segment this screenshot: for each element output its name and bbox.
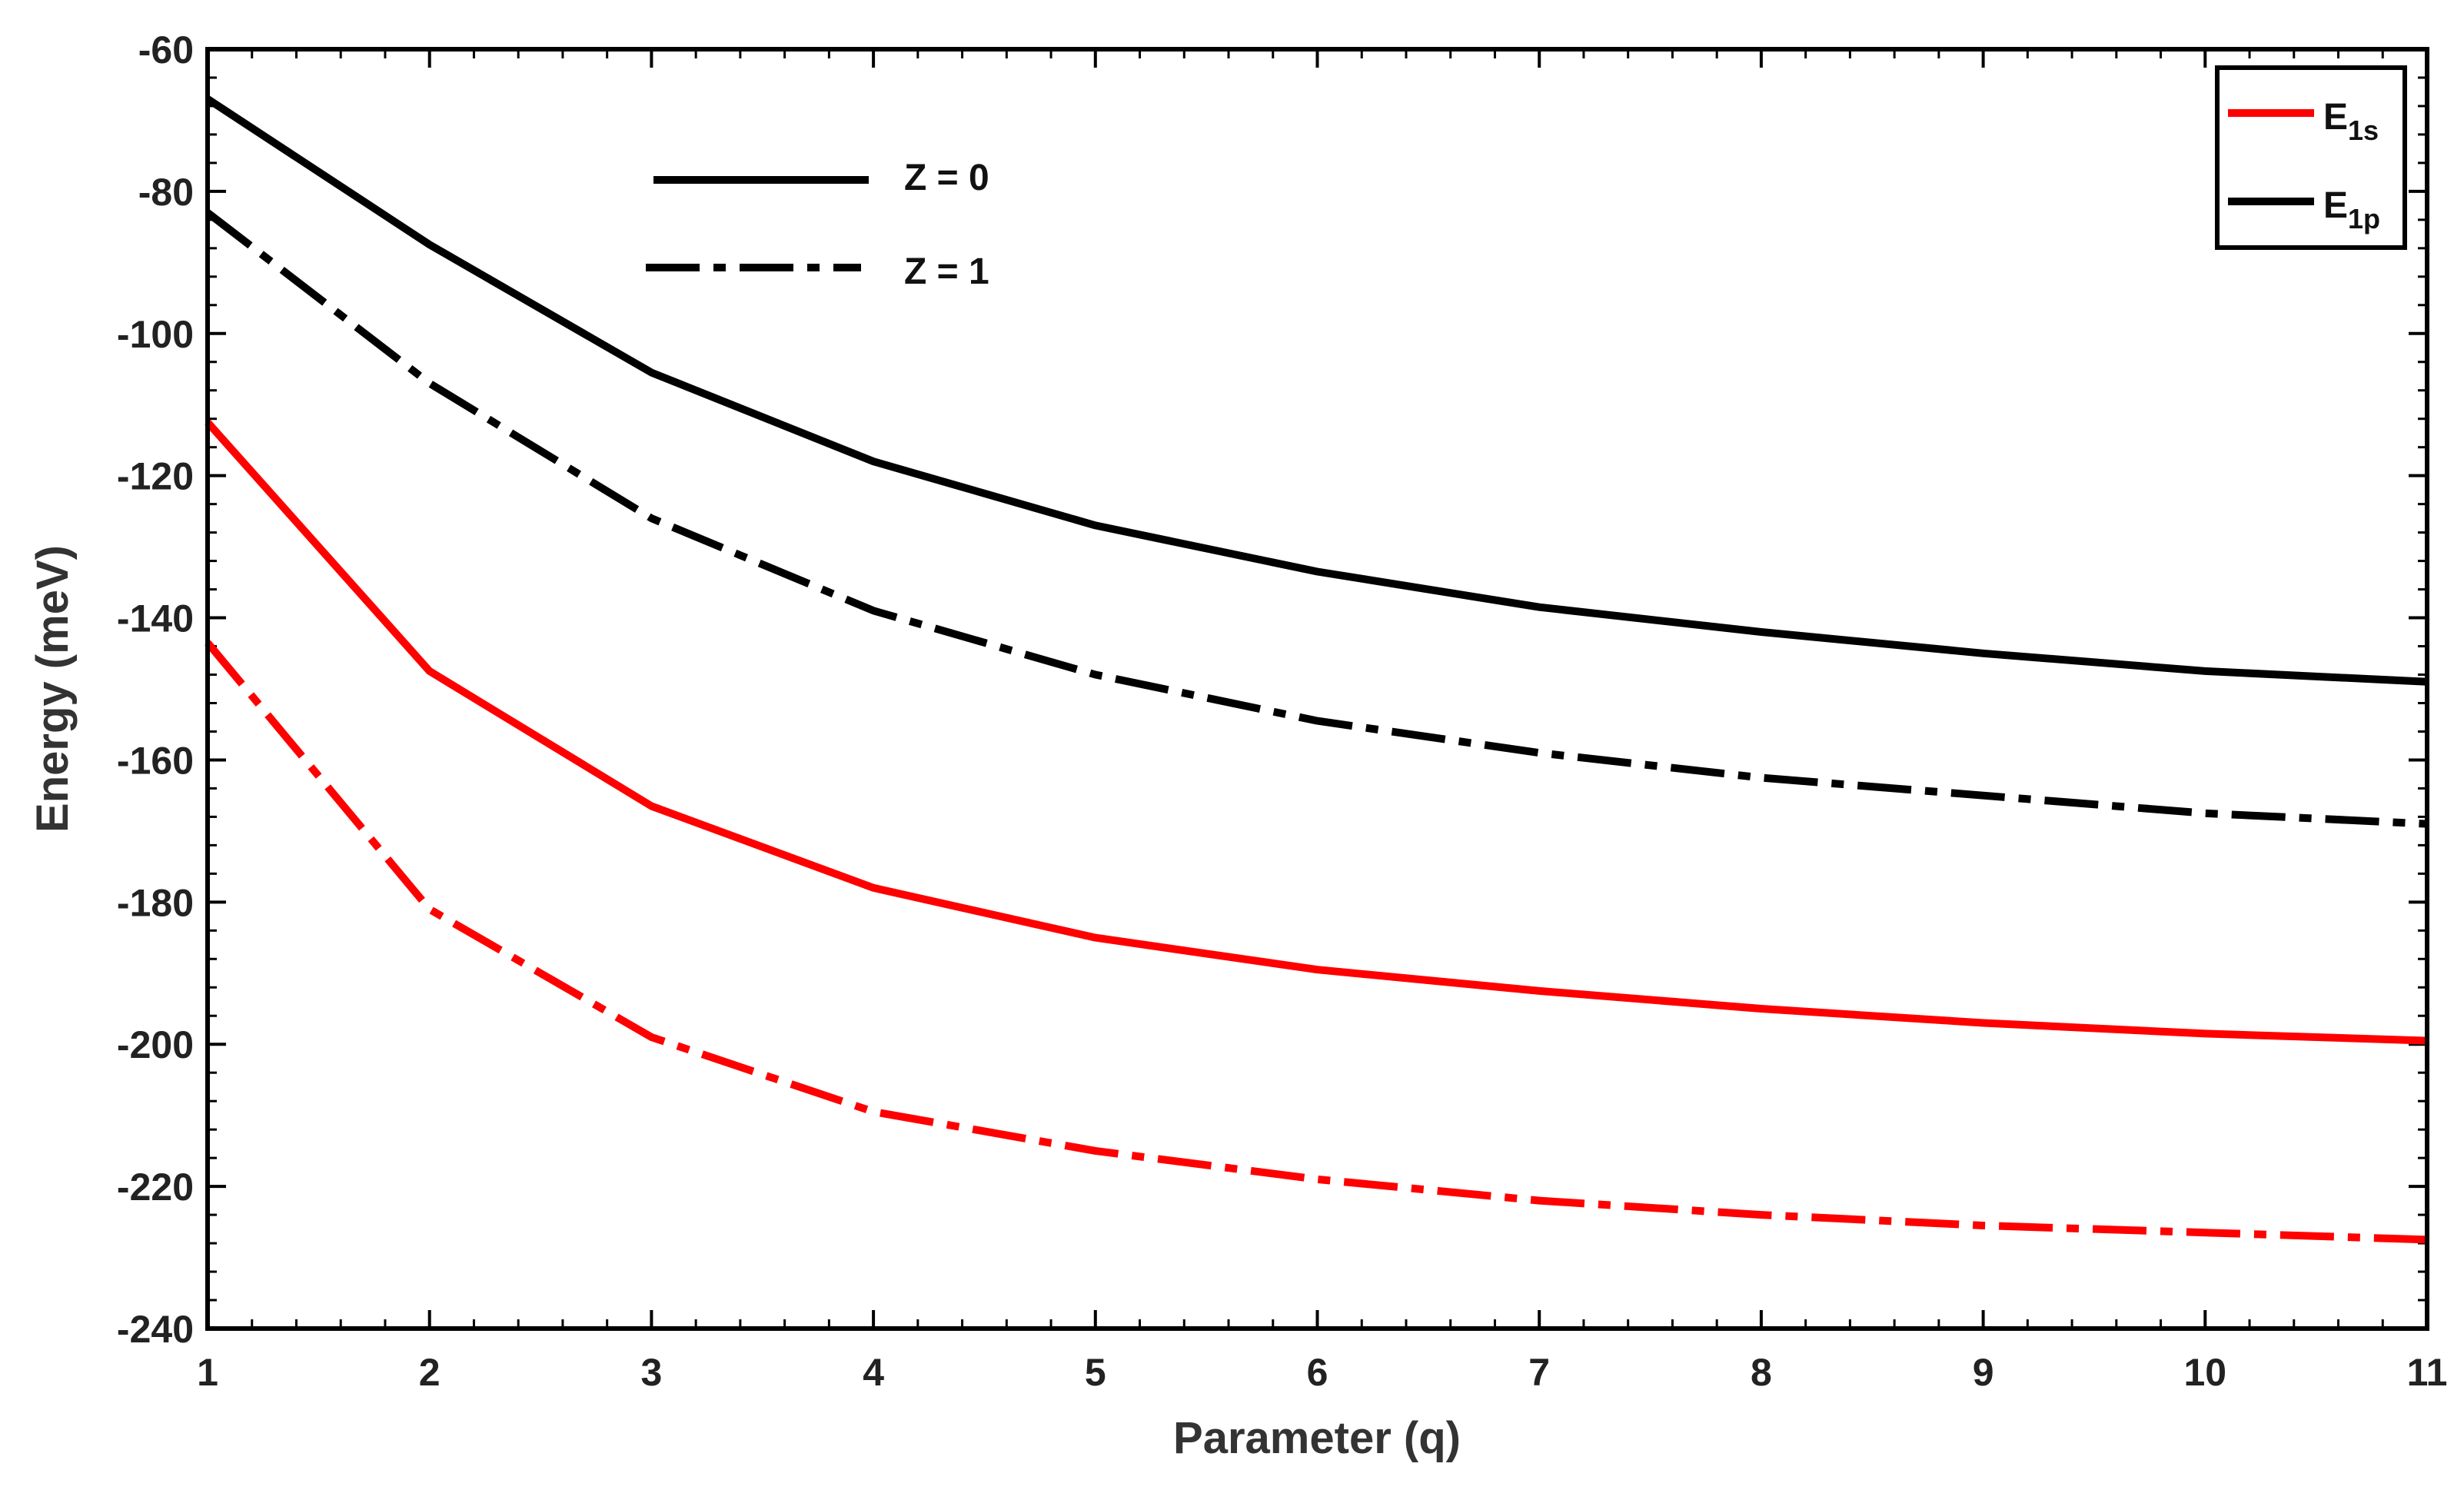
x-axis-label: Parameter (q): [1173, 1413, 1461, 1463]
x-tick-label-7: 8: [1751, 1351, 1772, 1394]
axis-ticks: [206, 48, 2429, 1330]
y-tick-label-7: -200: [117, 1023, 194, 1066]
tick-labels: 1 2 3 4 5 6 7 8 9 10 11 -60 -80 -100 -120 -140 -160 -180 -…: [117, 28, 2448, 1394]
legend-box: [2215, 65, 2407, 250]
legend-label-e1p: E1p: [2323, 185, 2380, 234]
series-layer: [205, 95, 2428, 1244]
y-tick-label-5: -160: [117, 739, 194, 782]
y-tick-label-1: -80: [138, 171, 194, 214]
legend-label-z0: Z = 0: [904, 158, 989, 198]
series-legend: E1s E1p: [2215, 65, 2407, 250]
x-tick-label-4: 5: [1085, 1351, 1106, 1394]
series-line-1: [205, 209, 2428, 828]
y-tick-label-2: -100: [117, 313, 194, 356]
series-line-0: [205, 95, 2428, 686]
x-tick-label-1: 2: [419, 1351, 441, 1394]
plot-frame: [205, 47, 2429, 1331]
y-tick-label-0: -60: [138, 28, 194, 72]
y-tick-label-8: -220: [117, 1166, 194, 1209]
x-tick-label-5: 6: [1307, 1351, 1328, 1394]
x-tick-label-2: 3: [640, 1351, 662, 1394]
series-line-3: [205, 640, 2428, 1244]
y-tick-label-9: -240: [117, 1308, 194, 1351]
x-tick-label-9: 10: [2183, 1351, 2226, 1394]
x-tick-label-10: 11: [2407, 1351, 2448, 1394]
y-axis-label: Energy (meV): [28, 545, 78, 833]
legend-label-e1s: E1s: [2323, 97, 2379, 146]
y-tick-label-3: -120: [117, 455, 194, 498]
x-tick-label-0: 1: [197, 1351, 218, 1394]
legend-label-z1: Z = 1: [904, 251, 989, 292]
y-tick-label-4: -140: [117, 597, 194, 640]
y-tick-label-6: -180: [117, 881, 194, 924]
x-tick-label-6: 7: [1528, 1351, 1550, 1394]
style-legend: Z = 0 Z = 1: [646, 158, 989, 292]
x-tick-label-8: 9: [1973, 1351, 1994, 1394]
series-line-2: [205, 419, 2428, 1045]
x-tick-label-3: 4: [863, 1351, 884, 1394]
